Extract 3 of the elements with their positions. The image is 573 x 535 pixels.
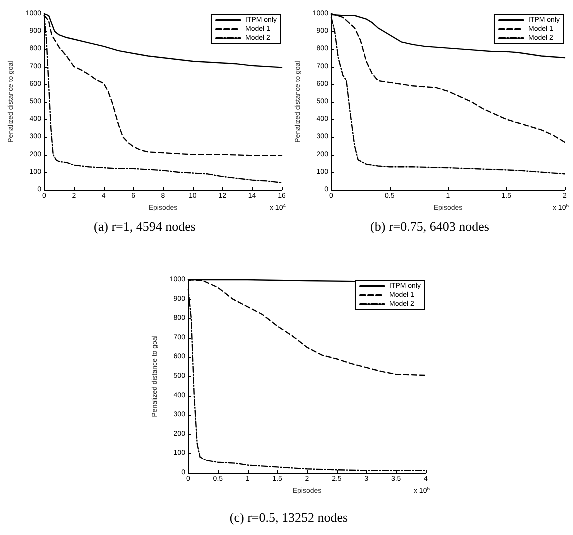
- text: (b) r=0.75, 6403 nodes: [370, 219, 490, 234]
- text: (a) r=1, 4594 nodes: [94, 219, 196, 234]
- text: (c) r=0.5, 13252 nodes: [230, 510, 348, 525]
